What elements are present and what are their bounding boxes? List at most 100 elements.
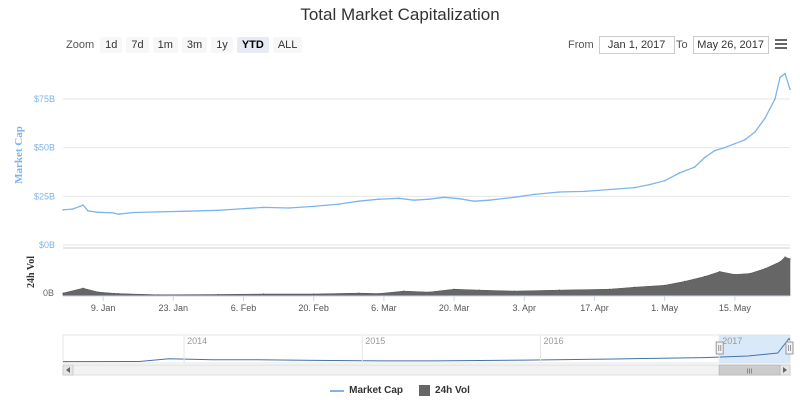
volume-point <box>749 272 751 275</box>
volume-point <box>784 256 786 258</box>
zoom-selector: Zoom 1d 7d 1m 3m 1y YTD ALL <box>66 37 306 53</box>
volume-point <box>664 284 666 286</box>
volume-tick-label: 0B <box>43 288 54 298</box>
market-cap-point <box>473 200 475 202</box>
zoom-1m-button[interactable]: 1m <box>152 37 178 53</box>
zoom-label: Zoom <box>66 39 95 51</box>
market-cap-point <box>513 196 515 199</box>
from-date-input[interactable] <box>598 36 675 54</box>
market-cap-point <box>458 197 460 200</box>
market-cap-point <box>789 88 791 90</box>
zoom-all-button[interactable]: ALL <box>272 37 303 53</box>
y-axis-title: Market Cap <box>13 126 25 184</box>
x-tick-label: 6. Mar <box>371 303 397 313</box>
market-cap-point <box>398 197 400 200</box>
market-cap-point <box>217 209 220 212</box>
volume-point <box>789 258 791 260</box>
navigator-year-label: 2014 <box>187 336 207 346</box>
volume-point <box>82 287 84 289</box>
legend-item-market-cap[interactable]: Market Cap <box>330 385 403 396</box>
market-cap-point <box>488 199 491 201</box>
volume-point <box>263 293 265 295</box>
market-cap-point <box>358 200 360 202</box>
volume-point <box>478 289 480 291</box>
to-date-input[interactable] <box>692 36 769 54</box>
market-cap-point <box>774 98 776 100</box>
zoom-1d-button[interactable]: 1d <box>100 37 123 53</box>
market-cap-point <box>764 117 766 120</box>
market-cap-point <box>262 206 265 209</box>
navigator-selected-range[interactable] <box>719 335 790 363</box>
market-cap-point <box>779 76 781 79</box>
volume-point <box>378 293 380 295</box>
volume-point <box>634 286 636 288</box>
navigator-handle[interactable] <box>715 341 724 355</box>
x-tick-label: 20. Mar <box>439 303 470 313</box>
market-cap-point <box>62 209 64 211</box>
volume-point <box>453 288 455 290</box>
series-market-cap-points <box>62 72 791 215</box>
market-cap-point <box>82 204 84 206</box>
market-cap-point <box>287 207 290 209</box>
market-cap-point <box>338 203 340 205</box>
y-tick-label: $0B <box>39 240 55 250</box>
market-cap-point <box>583 190 586 193</box>
market-cap-point <box>428 198 430 200</box>
market-cap-point <box>648 183 651 186</box>
x-tick-label: 15. May <box>719 303 752 313</box>
volume-point <box>558 289 561 291</box>
series-volume-points <box>62 256 791 296</box>
market-cap-point <box>117 213 119 215</box>
market-cap-point <box>754 131 756 133</box>
volume-point <box>97 291 99 293</box>
volume-point <box>719 271 721 273</box>
arrow-left-icon <box>66 367 70 373</box>
volume-point <box>403 290 405 292</box>
market-cap-point <box>97 211 99 214</box>
volume-axis-title: 24h Vol <box>26 256 37 288</box>
y-tick-label: $75B <box>34 94 55 104</box>
zoom-ytd-button[interactable]: YTD <box>236 37 269 53</box>
volume-point <box>779 261 781 263</box>
market-cap-point <box>443 196 445 199</box>
chart-title: Total Market Capitalization <box>300 5 500 24</box>
scrollbar-track[interactable] <box>62 364 791 376</box>
volume-point <box>428 291 430 293</box>
scrollbar-thumb[interactable] <box>718 364 781 376</box>
market-cap-point <box>237 208 240 210</box>
market-cap-point <box>312 205 315 208</box>
volume-point <box>117 293 119 295</box>
market-cap-point <box>784 72 786 75</box>
navigator-handles[interactable] <box>715 341 794 355</box>
market-cap-point <box>714 149 716 152</box>
navigator-year-labels: 2014 2015 2016 2017 <box>183 335 742 363</box>
x-tick-label: 9. Jan <box>91 303 116 313</box>
navigator-handle[interactable] <box>785 341 794 355</box>
navigator-year-label: 2017 <box>722 336 742 346</box>
navigator-year-label: 2016 <box>544 336 564 346</box>
series-volume-area <box>62 256 791 297</box>
volume-point <box>734 273 736 276</box>
to-label: To <box>676 39 688 51</box>
x-tick-label: 3. Apr <box>513 303 537 313</box>
legend-item-volume[interactable]: 24h Vol <box>419 385 470 396</box>
market-cap-point <box>558 191 561 193</box>
legend-label-market-cap: Market Cap <box>349 385 404 396</box>
volume-point <box>157 294 159 296</box>
hamburger-menu-icon[interactable] <box>775 39 787 49</box>
zoom-1y-button[interactable]: 1y <box>211 37 233 53</box>
scrollbar-grip: III <box>747 369 753 376</box>
volume-point <box>217 293 219 296</box>
zoom-3m-button[interactable]: 3m <box>181 37 208 53</box>
volume-point <box>684 280 686 282</box>
market-cap-point <box>663 179 666 182</box>
market-cap-point <box>182 210 185 213</box>
legend-line-swatch <box>330 389 345 392</box>
x-tick-label: 20. Feb <box>298 303 329 313</box>
zoom-7d-button[interactable]: 7d <box>126 37 149 53</box>
x-tick-label: 6. Feb <box>231 303 257 313</box>
date-range-from: From <box>568 36 675 54</box>
market-cap-point <box>413 199 415 201</box>
market-cap-point <box>704 156 706 159</box>
